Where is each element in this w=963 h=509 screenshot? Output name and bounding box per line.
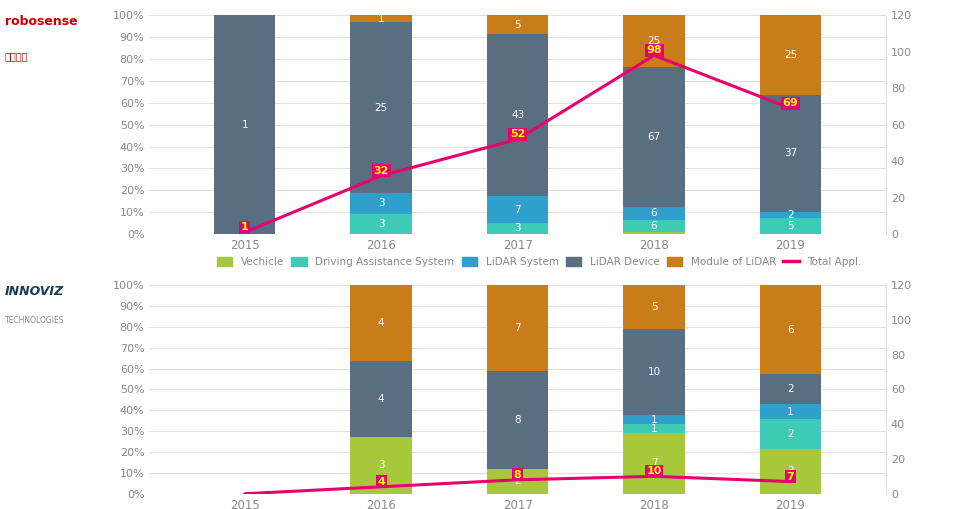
Text: 1: 1: [651, 415, 658, 425]
Text: 5: 5: [787, 221, 794, 231]
Bar: [760, 375, 821, 404]
Text: 3: 3: [377, 199, 384, 208]
Bar: [760, 95, 821, 212]
Bar: [487, 469, 548, 494]
Bar: [760, 419, 821, 449]
Bar: [487, 15, 548, 34]
Bar: [351, 22, 412, 193]
Text: 7: 7: [514, 323, 521, 333]
Text: 4: 4: [377, 477, 385, 487]
Text: 10: 10: [646, 466, 662, 476]
Bar: [351, 214, 412, 234]
Bar: [760, 15, 821, 95]
Text: 3: 3: [514, 223, 521, 234]
Text: 6: 6: [651, 208, 658, 218]
Text: TECHNOLOGIES: TECHNOLOGIES: [5, 316, 65, 325]
Text: 25: 25: [647, 36, 661, 46]
Text: 5: 5: [651, 302, 658, 312]
Bar: [623, 433, 685, 494]
Text: 1: 1: [241, 222, 248, 232]
Bar: [760, 218, 821, 234]
Text: 2: 2: [787, 210, 794, 220]
Text: 1: 1: [377, 14, 384, 24]
Bar: [351, 361, 412, 437]
Bar: [487, 196, 548, 223]
Text: 3: 3: [787, 466, 794, 476]
Bar: [351, 15, 412, 22]
Bar: [487, 34, 548, 196]
Text: INNOVIZ: INNOVIZ: [5, 285, 64, 298]
Text: 3: 3: [377, 219, 384, 229]
Bar: [623, 328, 685, 415]
Text: 7: 7: [787, 471, 794, 482]
Text: 32: 32: [374, 166, 389, 176]
Text: 4: 4: [377, 318, 384, 328]
Text: robosense: robosense: [5, 15, 77, 29]
Bar: [351, 437, 412, 494]
Text: 1: 1: [651, 423, 658, 434]
Text: 98: 98: [646, 45, 662, 55]
Bar: [623, 424, 685, 433]
Bar: [623, 219, 685, 232]
Text: 69: 69: [783, 98, 798, 108]
Bar: [351, 193, 412, 214]
Bar: [351, 285, 412, 361]
Bar: [760, 212, 821, 218]
Bar: [214, 15, 275, 234]
Text: 67: 67: [647, 132, 661, 142]
Bar: [623, 67, 685, 207]
Text: 7: 7: [651, 458, 658, 468]
Bar: [487, 371, 548, 469]
Text: 6: 6: [787, 325, 794, 335]
Text: 5: 5: [514, 20, 521, 30]
Text: 4: 4: [377, 394, 384, 404]
Text: 2: 2: [787, 429, 794, 439]
Text: 25: 25: [375, 103, 388, 112]
Text: 3: 3: [377, 460, 384, 470]
Text: 7: 7: [514, 205, 521, 215]
Bar: [623, 285, 685, 328]
Text: 8: 8: [513, 470, 522, 480]
Bar: [623, 207, 685, 219]
Text: 2: 2: [787, 384, 794, 394]
Text: 速腾聚创: 速腾聚创: [5, 51, 28, 61]
Text: 8: 8: [514, 415, 521, 425]
Bar: [760, 285, 821, 375]
Text: 25: 25: [784, 50, 797, 60]
Bar: [760, 449, 821, 494]
Bar: [487, 285, 548, 371]
Text: 52: 52: [510, 129, 525, 139]
Text: 1: 1: [787, 407, 794, 417]
Legend: Vechicle, Driving Assistance System, LiDAR System, LiDAR Device, Module of LiDAR: Vechicle, Driving Assistance System, LiD…: [213, 253, 866, 271]
Bar: [487, 223, 548, 234]
Text: 6: 6: [651, 221, 658, 231]
Bar: [623, 415, 685, 424]
Text: 37: 37: [784, 148, 797, 158]
Text: 10: 10: [647, 367, 661, 377]
Text: 1: 1: [242, 120, 248, 130]
Text: 43: 43: [511, 110, 524, 120]
Bar: [623, 232, 685, 234]
Bar: [760, 404, 821, 419]
Bar: [623, 15, 685, 67]
Text: 2: 2: [514, 476, 521, 487]
